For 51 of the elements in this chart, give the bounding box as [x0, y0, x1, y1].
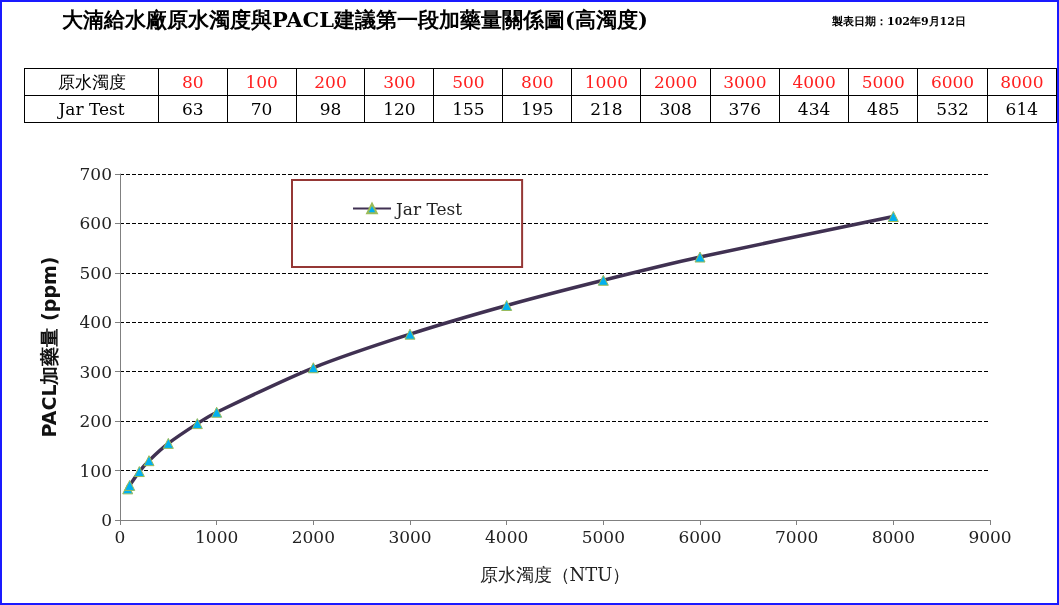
x-tick-label: 200: [296, 68, 365, 96]
data-label: 434: [779, 95, 849, 123]
x-tick-label: 300: [364, 68, 434, 96]
y-tick-label: 600: [79, 213, 112, 234]
data-label: 63: [158, 95, 228, 123]
y-tick-label: 400: [79, 312, 112, 333]
data-label: 195: [502, 95, 572, 123]
x-tick-label: 4000: [485, 526, 529, 547]
y-tick-label: 700: [79, 164, 112, 184]
x-tick-label: 5000: [581, 526, 625, 547]
y-tick-label: 500: [79, 262, 112, 283]
x-tick-label: 9000: [968, 526, 1012, 547]
x-tick-label: 6000: [678, 526, 722, 547]
x-tick-label: 8000: [871, 526, 915, 547]
x-tick-label: 4000: [779, 68, 849, 96]
y-tick-label: 300: [79, 361, 112, 382]
y-tick-label: Jar Test: [24, 95, 159, 123]
y-tick-label: 200: [79, 411, 112, 432]
x-tick-label: 3000: [388, 526, 432, 547]
chart-subtitle: 製表日期：102年9月12日: [832, 14, 966, 29]
data-label: 98: [296, 95, 365, 123]
data-label: 532: [917, 95, 988, 123]
x-axis-title: 原水濁度: [24, 68, 159, 96]
legend-label: Jar Test: [394, 198, 463, 219]
x-tick-label: 1000: [571, 68, 641, 96]
x-axis-title: 原水濁度（NTU）: [479, 563, 631, 585]
y-axis-title: PACL加藥量 (ppm): [37, 256, 60, 438]
x-tick-label: 0: [114, 526, 126, 547]
x-tick-label: 5000: [848, 68, 918, 96]
x-tick-label: 80: [158, 68, 228, 96]
x-tick-label: 2000: [640, 68, 711, 96]
x-tick-label: 800: [502, 68, 572, 96]
data-label: 308: [640, 95, 711, 123]
y-tick-label: 0: [101, 510, 112, 530]
x-tick-label: 500: [433, 68, 503, 96]
data-label: 155: [433, 95, 503, 123]
data-label: 70: [227, 95, 297, 123]
data-label: 120: [364, 95, 434, 123]
x-tick-label: 7000: [775, 526, 819, 547]
chart-title: 大湳給水廠原水濁度與PACL建議第一段加藥量關係圖(高濁度): [62, 6, 648, 34]
data-label: 376: [710, 95, 780, 123]
x-tick-label: 100: [227, 68, 297, 96]
x-tick-label: 2000: [291, 526, 335, 547]
data-label: 485: [848, 95, 918, 123]
x-tick-label: 8000: [987, 68, 1057, 96]
data-label: 218: [571, 95, 641, 123]
y-tick-label: 100: [79, 460, 112, 481]
x-tick-label: 3000: [710, 68, 780, 96]
x-tick-label: 1000: [195, 526, 239, 547]
data-label: 614: [987, 95, 1057, 123]
x-tick-label: 6000: [917, 68, 988, 96]
